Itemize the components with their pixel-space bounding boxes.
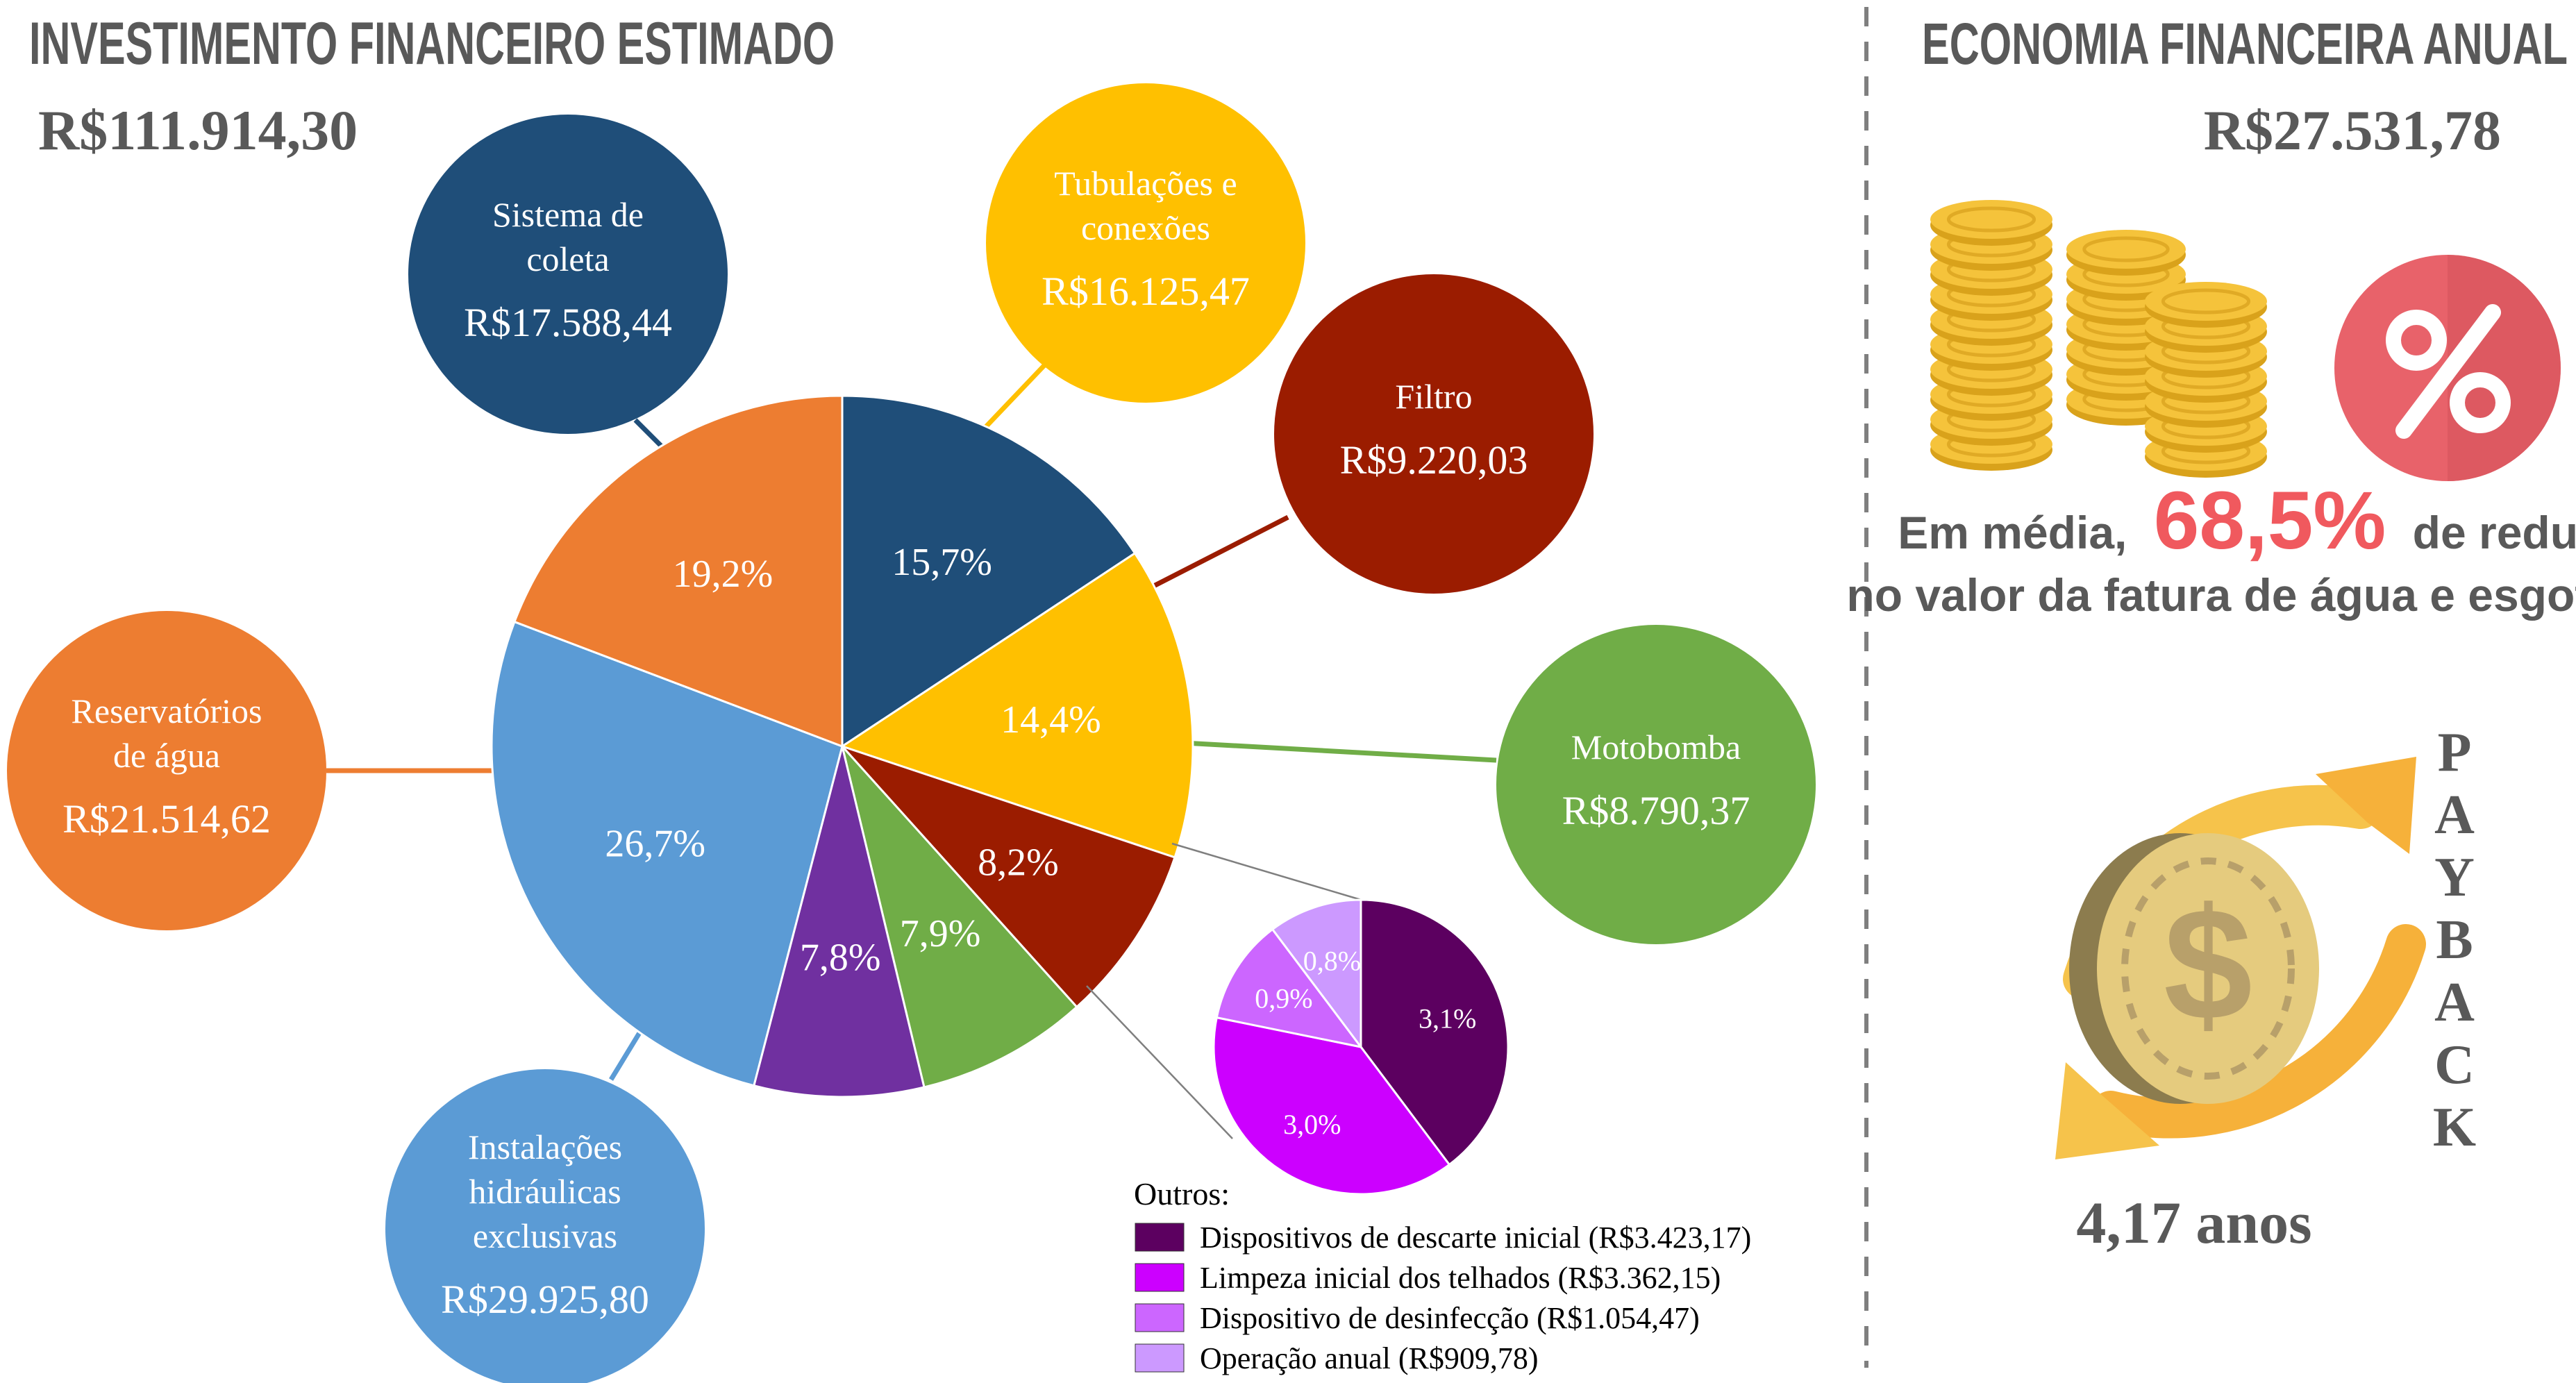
callout-label-tubulacoes-e-conexoes: conexões xyxy=(1081,208,1210,247)
legend-swatch-limpeza-inicial-dos-telhados-r-3-362-15 xyxy=(1135,1263,1185,1292)
reduction-suffix: de redução xyxy=(2413,507,2576,558)
slice-label-outros: 7,8% xyxy=(800,937,881,980)
connector-tubulacoes-e-conexoes xyxy=(977,359,1051,436)
callout-circle-filtro xyxy=(1274,274,1594,594)
callout-label-sistema-de-coleta: Sistema de xyxy=(492,195,644,234)
slice-label-filtro: 8,2% xyxy=(978,841,1059,885)
zoom-line-top xyxy=(1171,842,1362,901)
slice-motobomba xyxy=(841,745,1078,1089)
payback-letter: K xyxy=(2433,1097,2476,1158)
callout-label-sistema-de-coleta: coleta xyxy=(526,240,609,278)
callout-amount-tubulacoes-e-conexoes: R$16.125,47 xyxy=(1042,269,1250,314)
slice-label-instalacoes-hidraulicas-exclusivas: 26,7% xyxy=(605,823,705,866)
coins-icon xyxy=(1930,200,2267,478)
callout-motobomba: Motobomba R$8.790,37 xyxy=(1496,625,1816,944)
slice-tubulacoes-e-conexoes xyxy=(839,551,1194,859)
right-title: ECONOMIA FINANCEIRA ANUAL xyxy=(1922,11,2568,76)
callout-circle-reservatorios-de-agua xyxy=(7,611,326,930)
callout-reservatorios-de-agua: Reservatórios de água R$21.514,62 xyxy=(7,611,326,930)
slice-instalacoes-hidraulicas-exclusivas xyxy=(490,620,844,1087)
slice-label-tubulacoes-e-conexoes: 14,4% xyxy=(1001,698,1101,741)
callout-label-instalacoes-hidraulicas-exclusivas: Instalações xyxy=(468,1128,622,1166)
payback-letter: B xyxy=(2436,910,2473,971)
callout-label-tubulacoes-e-conexoes: Tubulações e xyxy=(1054,164,1237,203)
payback-letter: A xyxy=(2434,785,2475,846)
callout-tubulacoes-e-conexoes: Tubulações e conexões R$16.125,47 xyxy=(986,83,1305,403)
callout-label-instalacoes-hidraulicas-exclusivas: exclusivas xyxy=(473,1216,617,1255)
payback-coin-icon: $ xyxy=(2055,757,2426,1159)
legend-label-dispositivo-de-desinfeccao-r-1-054-47: Dispositivo de desinfecção (R$1.054,47) xyxy=(1200,1301,1700,1335)
payback-letter: C xyxy=(2434,1034,2475,1096)
callout-amount-reservatorios-de-agua: R$21.514,62 xyxy=(62,796,271,841)
payback-letter: Y xyxy=(2434,847,2475,908)
left-total: R$111.914,30 xyxy=(38,99,358,162)
slice-label-dispositivos-de-descarte-inicial-r-3-423-17: 3,1% xyxy=(1419,1003,1476,1034)
svg-text:$: $ xyxy=(2164,875,2252,1053)
connector-motobomba xyxy=(1183,740,1497,763)
callout-amount-instalacoes-hidraulicas-exclusivas: R$29.925,80 xyxy=(441,1277,649,1322)
legend-swatch-dispositivo-de-desinfeccao-r-1-054-47 xyxy=(1135,1303,1185,1332)
legend: Dispositivos de descarte inicial (R$3.42… xyxy=(1135,1221,1751,1375)
percent-icon xyxy=(2334,255,2561,481)
slice-sistema-de-coleta xyxy=(841,394,1137,748)
legend-label-dispositivos-de-descarte-inicial-r-3-423-17: Dispositivos de descarte inicial (R$3.42… xyxy=(1200,1221,1751,1255)
reduction-line-1: Em média, 68,5% de redução xyxy=(1898,475,2576,567)
callout-label-instalacoes-hidraulicas-exclusivas: hidráulicas xyxy=(469,1172,621,1211)
legend-title: Outros: xyxy=(1134,1176,1230,1212)
slice-outros xyxy=(752,746,926,1098)
reduction-prefix: Em média, xyxy=(1898,507,2127,558)
left-title: INVESTIMENTO FINANCEIRO ESTIMADO xyxy=(29,10,835,77)
slice-dispositivos-de-descarte-inicial-r-3-423-17 xyxy=(1360,898,1509,1166)
callout-circle-sistema-de-coleta xyxy=(408,115,728,434)
legend-swatch-operacao-anual-r-909-78 xyxy=(1135,1343,1185,1373)
slice-reservatorios-de-agua xyxy=(513,394,844,748)
callout-amount-filtro: R$9.220,03 xyxy=(1340,437,1528,483)
callout-amount-motobomba: R$8.790,37 xyxy=(1562,788,1750,833)
legend-swatch-dispositivos-de-descarte-inicial-r-3-423-17 xyxy=(1135,1223,1185,1252)
payback-letter: A xyxy=(2434,972,2475,1033)
slice-label-limpeza-inicial-dos-telhados-r-3-362-15: 3,0% xyxy=(1283,1109,1341,1140)
callout-amount-sistema-de-coleta: R$17.588,44 xyxy=(464,300,672,345)
callout-filtro: Filtro R$9.220,03 xyxy=(1274,274,1594,594)
reduction-value: 68,5% xyxy=(2154,475,2386,567)
zoom-line-bottom xyxy=(1086,985,1233,1139)
callout-circle-tubulacoes-e-conexoes xyxy=(986,83,1305,403)
main-pie-chart: 15,7% 14,4% 8,2% 7,9% 7,8% 26,7% 19,2% xyxy=(490,394,1194,1098)
callout-sistema-de-coleta: Sistema de coleta R$17.588,44 xyxy=(408,115,728,434)
sub-pie-chart: 3,1% 3,0% 0,9% 0,8% xyxy=(1212,898,1509,1196)
slice-label-sistema-de-coleta: 15,7% xyxy=(892,541,992,584)
slice-limpeza-inicial-dos-telhados-r-3-362-15 xyxy=(1212,1016,1451,1196)
payback-value: 4,17 anos xyxy=(2076,1189,2311,1256)
legend-label-operacao-anual-r-909-78: Operação anual (R$909,78) xyxy=(1200,1341,1538,1375)
slice-dispositivo-de-desinfeccao-r-1-054-47 xyxy=(1215,928,1364,1049)
slice-filtro xyxy=(839,744,1176,1009)
callout-label-motobomba: Motobomba xyxy=(1571,728,1741,766)
slice-label-operacao-anual-r-909-78: 0,8% xyxy=(1303,945,1361,976)
slice-label-motobomba: 7,9% xyxy=(900,912,981,955)
payback-letter: P xyxy=(2438,722,2472,783)
callout-instalacoes-hidraulicas-exclusivas: Instalações hidráulicas exclusivas R$29.925… xyxy=(385,1069,705,1383)
slice-operacao-anual-r-909-78 xyxy=(1271,898,1362,1050)
callout-label-filtro: Filtro xyxy=(1395,377,1472,416)
connector-filtro xyxy=(1144,514,1289,593)
right-total: R$27.531,78 xyxy=(2204,99,2501,162)
reduction-line-2: no valor da fatura de água e esgoto xyxy=(1846,569,2576,621)
callout-label-reservatorios-de-agua: de água xyxy=(113,736,220,775)
slice-label-dispositivo-de-desinfeccao-r-1-054-47: 0,9% xyxy=(1255,983,1312,1014)
callout-circle-motobomba xyxy=(1496,625,1816,944)
callout-label-reservatorios-de-agua: Reservatórios xyxy=(72,692,262,730)
legend-label-limpeza-inicial-dos-telhados-r-3-362-15: Limpeza inicial dos telhados (R$3.362,15… xyxy=(1200,1261,1721,1295)
slice-label-reservatorios-de-agua: 19,2% xyxy=(673,553,773,596)
callout-circle-instalacoes-hidraulicas-exclusivas xyxy=(385,1069,705,1383)
callout-bubbles: Sistema de coleta R$17.588,44 Tubulações e c… xyxy=(7,83,1816,1383)
